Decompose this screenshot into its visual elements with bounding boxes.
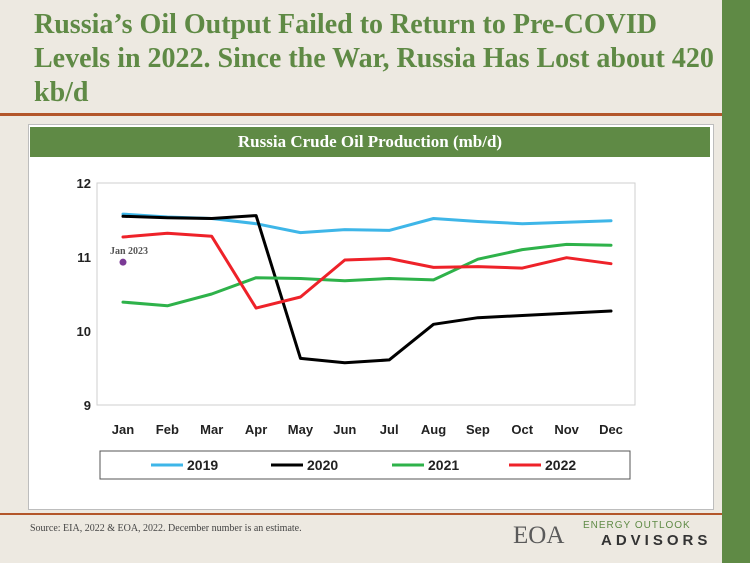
- legend-box: [99, 450, 631, 480]
- x-tick-label: Jan: [112, 422, 134, 437]
- annotation-point: [119, 258, 127, 266]
- x-tick-label: Jul: [380, 422, 399, 437]
- slide-title: Russia’s Oil Output Failed to Return to …: [34, 9, 714, 108]
- y-tick-label: 10: [77, 324, 91, 339]
- chart-title: Russia Crude Oil Production (mb/d): [30, 127, 710, 157]
- x-tick-label: Aug: [421, 422, 446, 437]
- legend-label-2022: 2022: [545, 457, 576, 473]
- x-tick-label: Feb: [156, 422, 179, 437]
- x-tick-label: Oct: [511, 422, 533, 437]
- legend-label-2019: 2019: [187, 457, 218, 473]
- series-line-2022: [121, 231, 613, 310]
- logo-main-text: EOA: [513, 522, 565, 549]
- legend-label-2020: 2020: [307, 457, 338, 473]
- series-line-2020: [121, 214, 613, 365]
- y-tick-label: 9: [84, 398, 91, 413]
- x-tick-label: Dec: [599, 422, 623, 437]
- x-tick-label: Sep: [466, 422, 490, 437]
- plot-area: [96, 182, 636, 406]
- x-tick-label: Jun: [333, 422, 356, 437]
- x-tick-label: Nov: [554, 422, 579, 437]
- x-tick-label: Apr: [245, 422, 267, 437]
- y-tick-label: 11: [77, 250, 91, 265]
- series-line-2021: [121, 242, 613, 308]
- legend-label-2021: 2021: [428, 457, 459, 473]
- annotation-label: Jan 2023: [110, 246, 148, 257]
- logo-small-text: ENERGY OUTLOOK: [583, 520, 691, 531]
- logo-big-text: ADVISORS: [601, 532, 712, 549]
- eoa-logo: EOA ENERGY OUTLOOK ADVISORS: [513, 519, 713, 553]
- source-note: Source: EIA, 2022 & EOA, 2022. December …: [30, 523, 302, 534]
- footer-divider: [0, 513, 722, 515]
- title-divider: [0, 113, 722, 116]
- x-tick-label: Mar: [200, 422, 223, 437]
- chart-panel: [28, 124, 714, 510]
- right-accent-bar: [722, 0, 750, 563]
- x-tick-label: May: [288, 422, 314, 437]
- y-tick-label: 12: [77, 176, 91, 191]
